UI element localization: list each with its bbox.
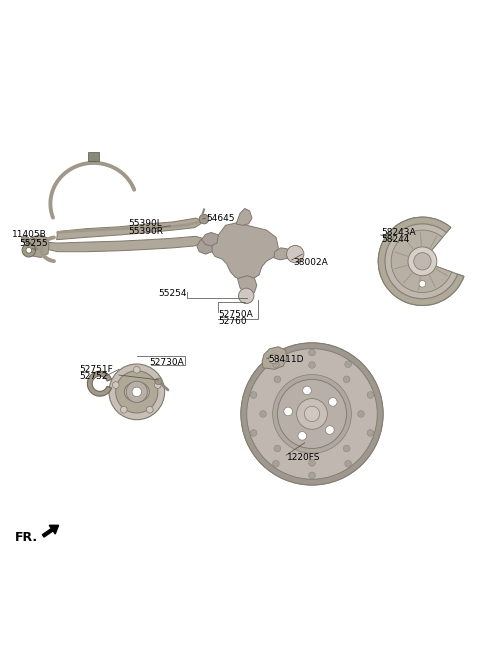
Circle shape [250,430,257,436]
Circle shape [345,461,351,467]
Circle shape [269,354,278,363]
Circle shape [367,392,374,398]
Text: 58244: 58244 [382,235,410,244]
Circle shape [199,214,209,224]
Circle shape [284,407,292,416]
Text: 55254: 55254 [158,290,187,298]
Circle shape [22,244,36,257]
Circle shape [133,367,140,373]
FancyArrow shape [42,526,59,537]
Ellipse shape [124,382,149,402]
Circle shape [273,461,279,467]
Circle shape [109,364,165,420]
Circle shape [250,392,257,398]
Polygon shape [202,233,218,246]
Circle shape [155,378,162,384]
Circle shape [146,407,153,413]
Circle shape [274,445,281,452]
Wedge shape [241,343,383,485]
Text: 55390L: 55390L [129,219,162,229]
Wedge shape [391,230,452,292]
Circle shape [297,399,327,429]
Text: FR.: FR. [14,531,37,543]
Circle shape [241,343,383,485]
Circle shape [309,349,315,356]
Circle shape [116,371,158,413]
Circle shape [274,376,281,382]
Circle shape [303,386,312,395]
Circle shape [325,426,334,434]
Polygon shape [274,248,289,260]
Wedge shape [87,371,111,396]
Circle shape [239,288,254,304]
Circle shape [328,397,337,406]
Text: 58411D: 58411D [268,355,303,364]
Wedge shape [378,217,464,306]
Text: 55255: 55255 [19,238,48,248]
Circle shape [343,445,350,452]
Circle shape [358,411,364,417]
Circle shape [367,430,374,436]
Text: 55390R: 55390R [129,227,164,236]
Polygon shape [236,208,252,225]
Circle shape [309,459,315,466]
Polygon shape [41,237,203,252]
Wedge shape [273,374,351,453]
Polygon shape [211,223,278,281]
Circle shape [408,247,437,276]
Text: 38002A: 38002A [293,258,327,267]
Circle shape [120,407,127,413]
Polygon shape [22,235,28,243]
Polygon shape [197,238,212,254]
Circle shape [287,246,304,263]
Circle shape [309,361,315,369]
Circle shape [304,406,320,422]
Polygon shape [238,276,257,295]
Polygon shape [26,235,49,258]
Text: 54645: 54645 [206,214,235,223]
Circle shape [309,472,315,479]
Circle shape [26,248,32,253]
Text: 52730A: 52730A [149,357,183,367]
Circle shape [126,381,147,403]
Text: 52750A: 52750A [218,309,253,319]
Circle shape [155,382,161,388]
Circle shape [345,361,351,368]
Circle shape [414,253,431,270]
Bar [88,152,99,160]
Circle shape [343,376,350,382]
Text: 52760: 52760 [218,317,247,326]
Text: 52752: 52752 [79,372,108,381]
Text: 58243A: 58243A [382,228,416,237]
Text: 1220FS: 1220FS [287,453,321,462]
Circle shape [298,432,307,440]
Circle shape [277,379,347,449]
Circle shape [132,387,142,397]
Circle shape [112,382,119,388]
Text: 52751F: 52751F [79,365,113,374]
Text: 11405B: 11405B [12,231,47,239]
Polygon shape [57,218,201,240]
Circle shape [260,411,266,417]
Wedge shape [378,217,464,306]
Polygon shape [262,347,287,369]
Circle shape [273,361,279,368]
Circle shape [419,281,426,287]
